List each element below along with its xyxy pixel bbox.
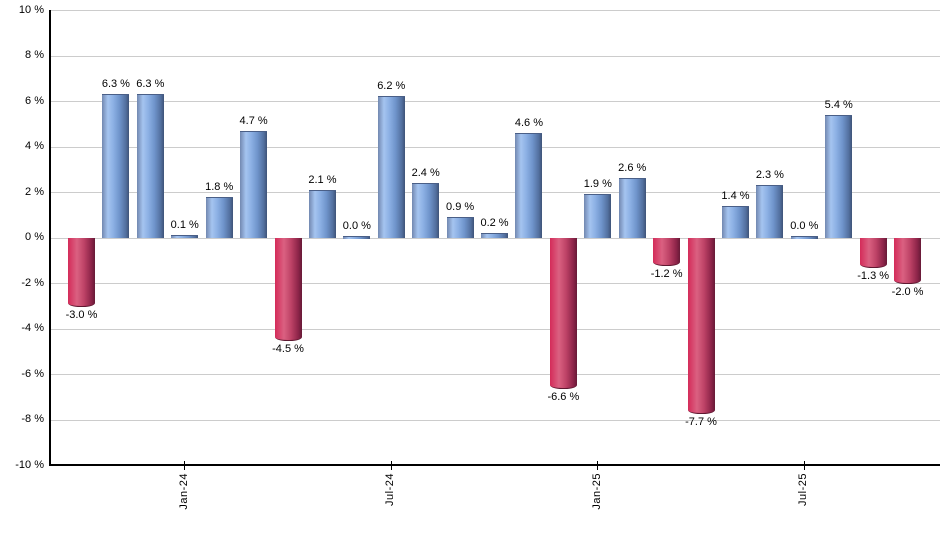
bar bbox=[412, 182, 440, 239]
bar-value-label: 0.2 % bbox=[480, 216, 509, 229]
y-axis-tick-label: 6 % bbox=[25, 94, 44, 107]
bar bbox=[102, 94, 130, 239]
x-axis-tick-label: Jan-25 bbox=[590, 473, 603, 510]
gridline-8pct bbox=[50, 55, 940, 57]
y-axis-tick-label: 10 % bbox=[18, 3, 44, 16]
bar-value-label: 1.8 % bbox=[205, 180, 234, 193]
bar bbox=[825, 114, 853, 239]
bar bbox=[308, 189, 336, 239]
bar-value-label: 1.4 % bbox=[721, 189, 750, 202]
x-axis-tick bbox=[597, 461, 599, 470]
bar-value-label: -2.0 % bbox=[891, 286, 924, 298]
bar bbox=[343, 236, 371, 239]
bar bbox=[859, 237, 887, 269]
gridline--8pct bbox=[50, 419, 940, 421]
bar bbox=[721, 205, 749, 239]
x-axis-tick-label: Jul-25 bbox=[797, 473, 810, 506]
bar-value-label: 2.1 % bbox=[308, 173, 337, 186]
gridline--6pct bbox=[50, 374, 940, 375]
bar bbox=[549, 237, 577, 389]
bar-value-label: 0.0 % bbox=[342, 220, 371, 232]
bar bbox=[481, 232, 509, 239]
bar bbox=[205, 196, 233, 239]
bar bbox=[584, 194, 612, 239]
gridline--2pct bbox=[50, 283, 940, 284]
bar bbox=[446, 217, 474, 239]
bar-value-label: 4.7 % bbox=[239, 114, 268, 127]
y-axis-tick-label: -2 % bbox=[21, 276, 44, 289]
y-axis-tick-label: -6 % bbox=[21, 367, 44, 380]
bar bbox=[377, 96, 405, 239]
bar-value-label: -6.6 % bbox=[547, 390, 580, 403]
gridline-6pct bbox=[50, 101, 940, 102]
y-axis-tick-label: 4 % bbox=[25, 140, 44, 152]
bar bbox=[274, 237, 302, 341]
bar bbox=[515, 132, 543, 239]
x-axis-tick-label: Jan-24 bbox=[177, 473, 190, 510]
bar-value-label: -4.5 % bbox=[272, 342, 304, 355]
x-axis-line bbox=[49, 464, 940, 466]
y-axis-tick-label: -4 % bbox=[21, 322, 44, 334]
x-axis-tick-label: Jul-24 bbox=[384, 473, 397, 506]
bar bbox=[240, 130, 268, 239]
bar-value-label: 0.9 % bbox=[446, 201, 475, 214]
bar-value-label: 4.6 % bbox=[514, 116, 544, 129]
bar-value-label: -7.7 % bbox=[685, 415, 717, 428]
bar bbox=[171, 235, 199, 239]
gridline--4pct bbox=[50, 328, 940, 330]
bar-value-label: 0.1 % bbox=[170, 219, 199, 232]
gridline-2pct bbox=[50, 192, 940, 193]
bar bbox=[618, 178, 646, 239]
bar-value-label: 1.9 % bbox=[583, 178, 612, 191]
bar-value-label: 2.6 % bbox=[618, 162, 647, 175]
bar bbox=[756, 185, 784, 239]
bar bbox=[894, 237, 922, 284]
bar-value-label: 5.4 % bbox=[824, 98, 853, 111]
bar bbox=[790, 236, 818, 239]
y-axis-tick-label: 8 % bbox=[25, 49, 44, 61]
bar-value-label: 2.4 % bbox=[411, 166, 440, 179]
y-axis-tick-label: 0 % bbox=[25, 231, 44, 243]
bar-value-label: 2.3 % bbox=[755, 169, 784, 182]
bar-value-label: -1.3 % bbox=[857, 270, 890, 283]
bar bbox=[136, 94, 164, 239]
bar-value-label: -3.0 % bbox=[65, 308, 98, 321]
bar bbox=[687, 237, 715, 414]
bar-value-label: 0.0 % bbox=[790, 220, 819, 232]
bar bbox=[653, 237, 681, 266]
y-axis-tick-label: -10 % bbox=[15, 458, 44, 471]
y-axis-tick-label: -8 % bbox=[21, 413, 44, 425]
bar-value-label: 6.2 % bbox=[377, 80, 406, 93]
bar-value-label: 6.3 % bbox=[136, 78, 165, 91]
bar-value-label: 6.3 % bbox=[101, 78, 130, 91]
bar bbox=[68, 237, 95, 307]
y-axis-line bbox=[49, 10, 51, 465]
bar-value-label: -1.2 % bbox=[650, 267, 683, 280]
y-axis-tick-label: 2 % bbox=[25, 185, 44, 198]
gridline-10pct bbox=[50, 10, 940, 11]
x-axis-tick bbox=[803, 461, 805, 470]
gridline-4pct bbox=[50, 146, 940, 148]
x-axis-tick bbox=[184, 461, 186, 470]
x-axis-tick bbox=[390, 461, 392, 470]
